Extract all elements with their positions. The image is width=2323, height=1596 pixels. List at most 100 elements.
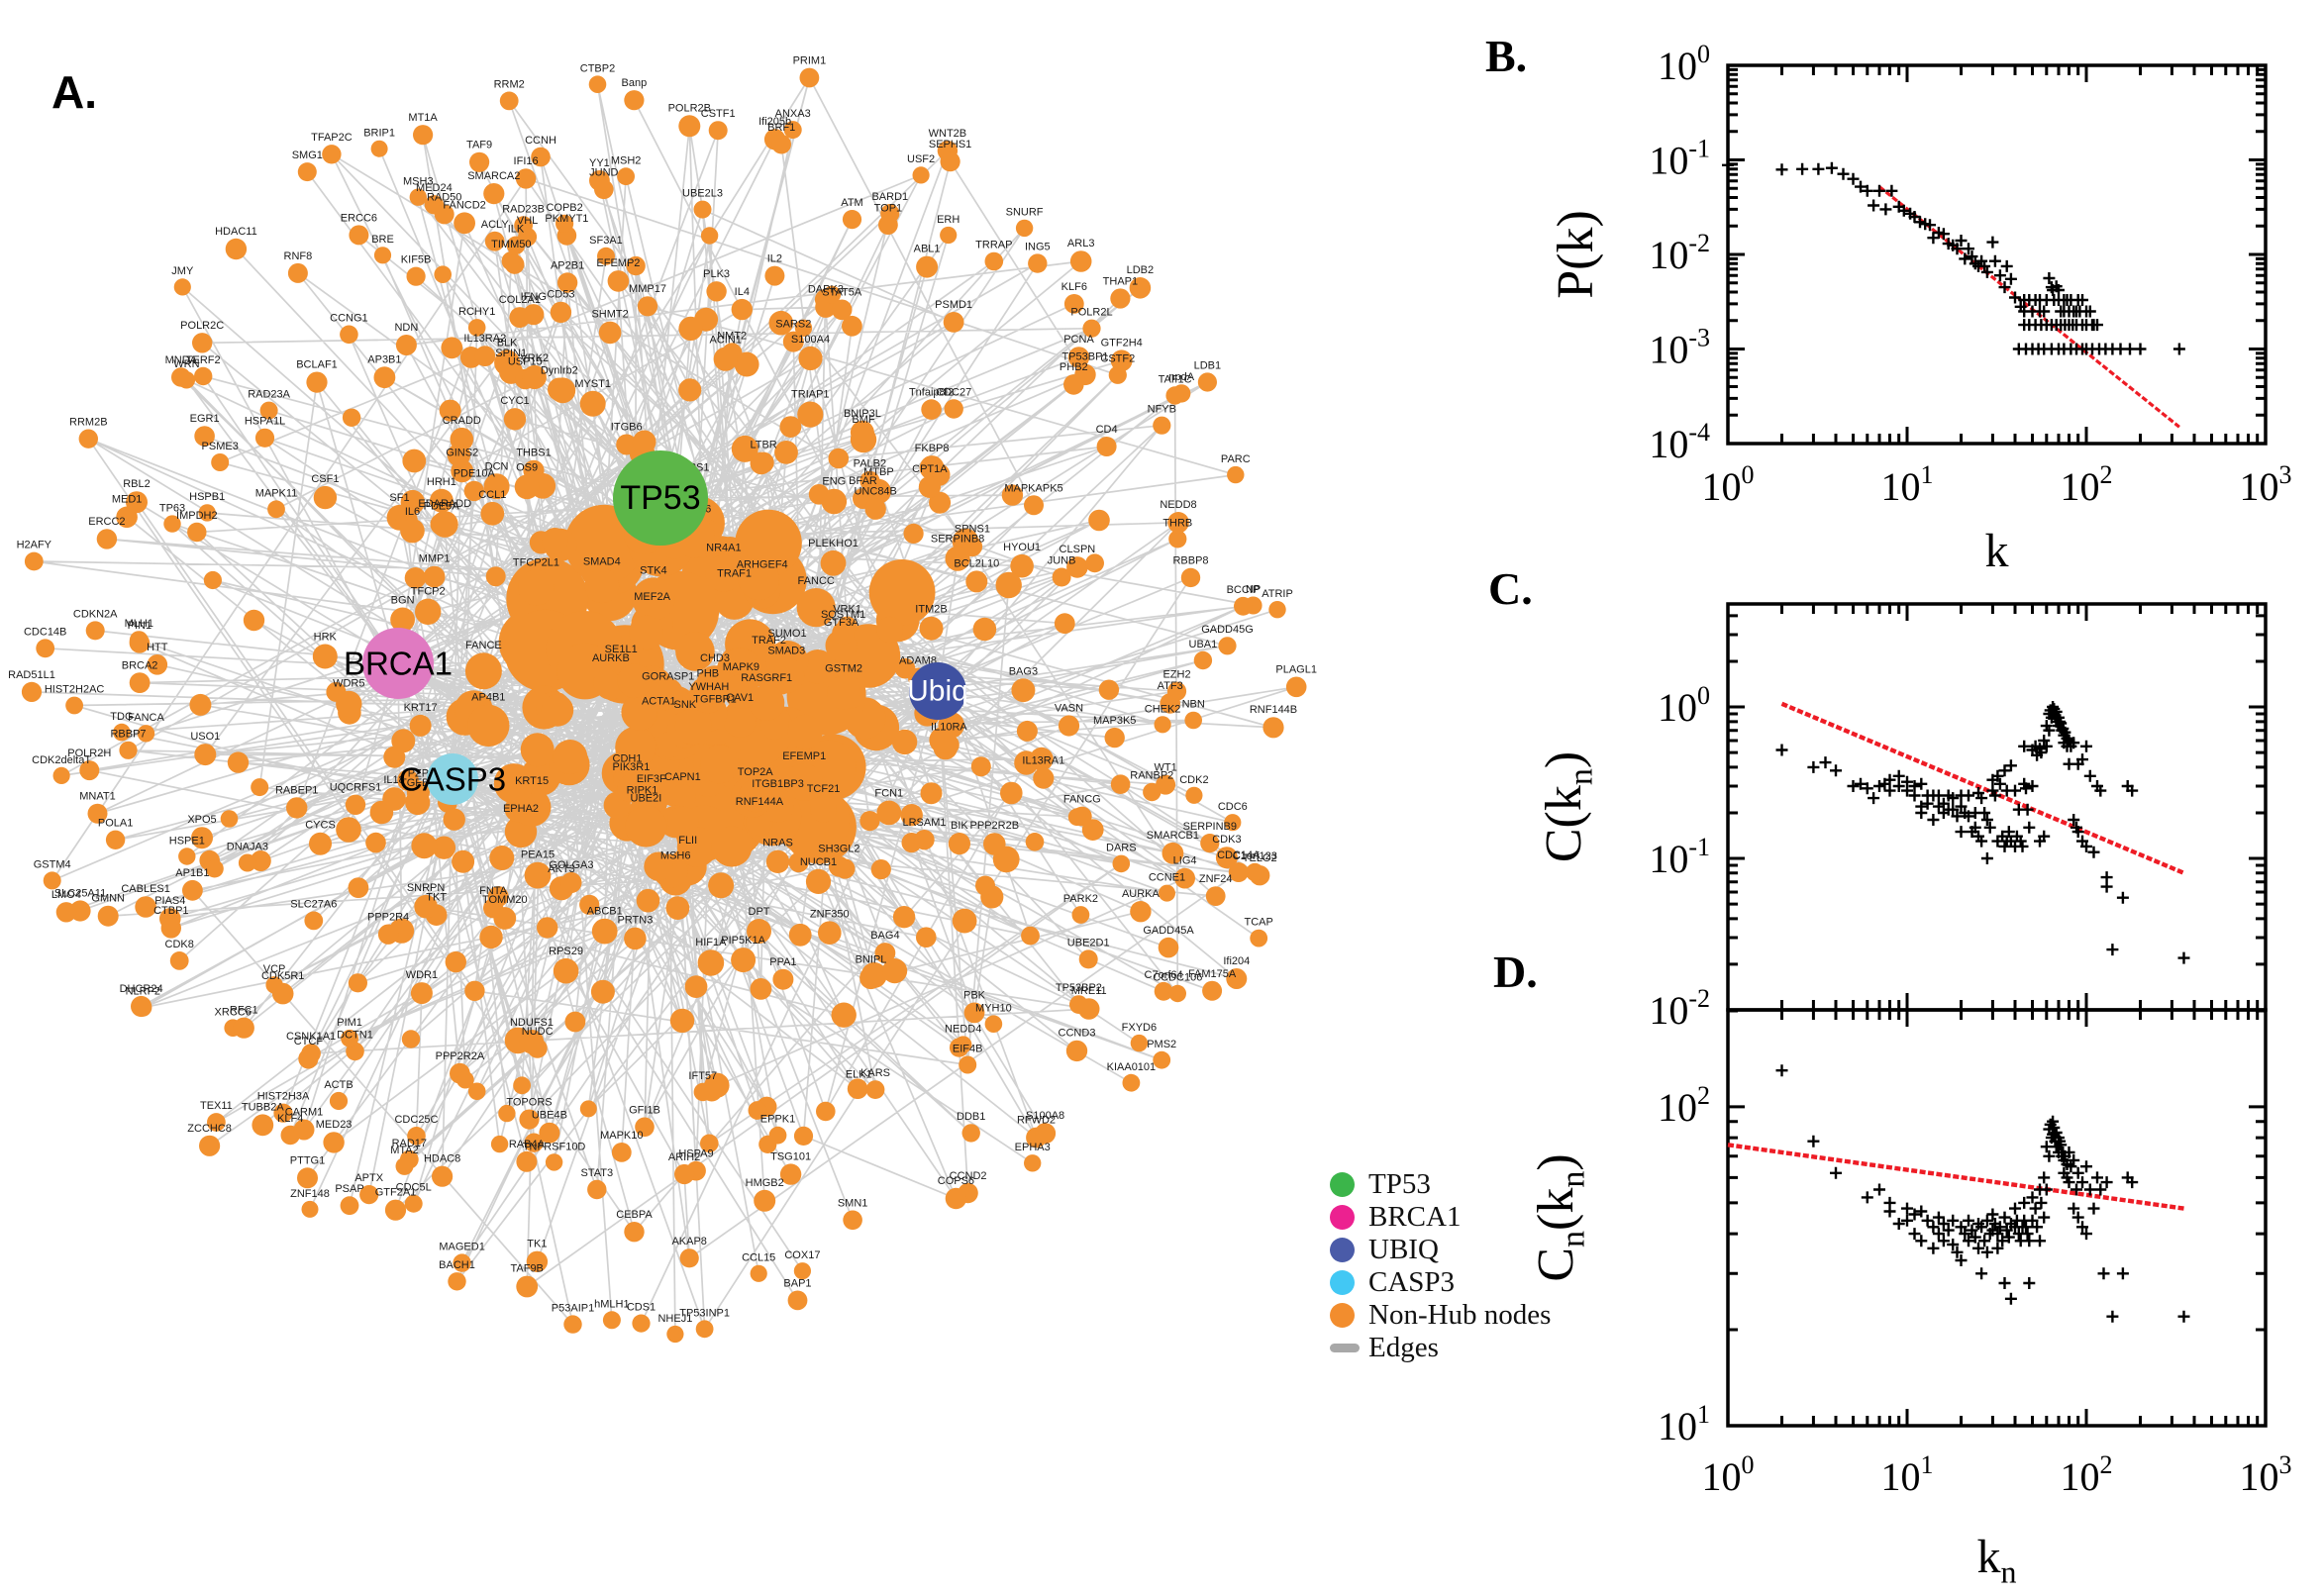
- network-node-label: TELO2: [1243, 852, 1277, 864]
- network-node: [456, 1070, 474, 1089]
- plot-frame-b: [1726, 63, 2268, 446]
- network-node-label: USO1: [190, 731, 220, 743]
- network-node-label: PLAGL1: [1275, 664, 1317, 676]
- network-node: [1168, 530, 1187, 549]
- network-node: [882, 958, 908, 984]
- network-node: [798, 346, 823, 370]
- network-node: [85, 621, 105, 641]
- network-node: [1069, 250, 1092, 272]
- network-node: [342, 408, 361, 427]
- network-node-label: PARK2: [1063, 893, 1098, 905]
- network-node-label: TAF1C: [1159, 373, 1192, 385]
- network-node-label: USF2: [907, 153, 935, 165]
- fit-line-d: [1727, 1143, 2184, 1211]
- network-node: [1224, 814, 1242, 832]
- network-node: [679, 1248, 699, 1268]
- network-node: [674, 1163, 695, 1185]
- network-node-label: DDB1: [957, 1111, 985, 1123]
- network-node: [1185, 786, 1203, 804]
- network-node: [322, 145, 342, 164]
- legend-item-label: CASP3: [1368, 1266, 1456, 1298]
- network-node-label: KIF5B: [401, 254, 432, 266]
- network-node: [636, 888, 660, 913]
- legend-item-label: UBIQ: [1368, 1234, 1439, 1265]
- network-node-label: CTBP1: [153, 905, 188, 917]
- network-node: [793, 1262, 812, 1280]
- network-node-label: TOP1: [874, 202, 903, 214]
- network-node-label: LDB1: [1194, 359, 1222, 371]
- network-node: [395, 335, 417, 355]
- network-node-label: MSH3: [403, 176, 434, 188]
- network-node: [1015, 219, 1034, 238]
- network-node: [518, 227, 538, 247]
- network-node-label: CDK3: [1212, 834, 1241, 846]
- network-node: [483, 473, 510, 500]
- network-node-label: ATM: [841, 197, 862, 209]
- network-node: [556, 214, 574, 233]
- network-node: [304, 911, 324, 931]
- network-node-label: FANCD2: [443, 199, 485, 211]
- network-node: [1159, 884, 1175, 902]
- network-node: [513, 1076, 531, 1095]
- network-node-label: MAP3K5: [1093, 715, 1136, 727]
- network-node-label: PLK3: [703, 268, 730, 280]
- network-node-label: ZCCHC8: [187, 1123, 232, 1135]
- network-node: [21, 681, 43, 703]
- network-node: [445, 950, 466, 973]
- network-node: [1085, 553, 1104, 573]
- network-node: [708, 872, 735, 899]
- plot-frame-c: [1726, 602, 2268, 1012]
- network-node: [434, 265, 453, 284]
- network-node: [464, 652, 502, 690]
- network-node: [297, 1167, 318, 1189]
- network-node-label: RCHY1: [458, 306, 495, 318]
- network-node-label: EPHA3: [1015, 1142, 1051, 1153]
- network-node: [669, 784, 696, 811]
- network-node: [731, 298, 753, 321]
- network-node-label: TCAP: [1245, 917, 1273, 929]
- network-node: [359, 1185, 379, 1205]
- network-node-label: NP: [1246, 584, 1261, 596]
- network-node: [182, 879, 203, 901]
- network-node: [916, 255, 939, 278]
- network-node: [1154, 716, 1171, 734]
- network-node-label: ZNF24: [1199, 873, 1233, 885]
- network-node-label: Ifi205b: [758, 116, 791, 128]
- network-node: [711, 826, 753, 867]
- network-node-label: SLC27A6: [290, 899, 337, 911]
- network-node-label: PSAP: [335, 1183, 363, 1195]
- network-node: [828, 448, 850, 469]
- legend-item-ubiq: UBIQ: [1330, 1234, 1551, 1266]
- network-node-label: UBA1: [1189, 639, 1218, 650]
- network-node-label: ERH: [937, 214, 960, 226]
- network-node-label: CCNG1: [330, 313, 368, 325]
- network-node-label: CCL15: [742, 1252, 775, 1264]
- network-node-label: SLC25A11: [54, 887, 106, 899]
- network-node: [1067, 808, 1086, 827]
- network-node: [160, 918, 181, 939]
- network-node: [1025, 833, 1045, 851]
- network-node: [1162, 842, 1184, 864]
- network-node: [818, 921, 842, 945]
- network-node: [995, 571, 1022, 599]
- network-node: [918, 475, 942, 498]
- network-node: [859, 811, 880, 832]
- network-node-label: SMARCA2: [467, 170, 520, 182]
- network-node-label: C1orf123: [1233, 850, 1277, 862]
- network-node: [323, 1132, 345, 1153]
- network-node: [1168, 984, 1187, 1003]
- network-node-label: BRIP1: [363, 128, 395, 140]
- network-node-label: NLRP2: [126, 986, 160, 998]
- ppi-network-panel: TCAP PRIM1 NHEJ1 Ifi204 TP53INP1 P53AIP1 TFAP2…: [8, 55, 1317, 1344]
- network-node: [963, 1002, 985, 1024]
- y-axis-title-b: P(k): [1548, 210, 1604, 299]
- network-node: [541, 694, 574, 727]
- network-node: [831, 1002, 857, 1028]
- network-node: [1153, 416, 1171, 435]
- network-node: [945, 546, 970, 571]
- network-node-label: TRRAP: [975, 240, 1012, 251]
- network-node: [842, 315, 862, 337]
- network-node-label: RAD50: [427, 192, 461, 204]
